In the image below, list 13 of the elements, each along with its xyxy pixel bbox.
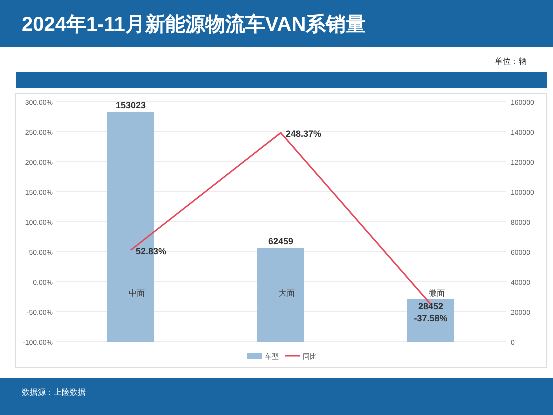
text: 数据源：上险数据 (22, 388, 86, 397)
data-label: -37.58% (414, 314, 448, 324)
data-label: 28452 (418, 301, 444, 312)
chart-title: 2024年1-11月新能源物流车VAN系销量 (22, 13, 366, 36)
x-tick-label: 大面 (279, 289, 295, 298)
text: 单位：辆 (495, 57, 527, 66)
bar (258, 248, 304, 342)
x-tick-label: 微面 (429, 289, 445, 298)
data-label: 248.37% (286, 128, 322, 139)
data-label: 62459 (268, 236, 294, 246)
data-label: 52.83% (136, 246, 167, 256)
data-label: 153023 (116, 100, 146, 110)
x-tick-label: 中面 (129, 289, 145, 298)
